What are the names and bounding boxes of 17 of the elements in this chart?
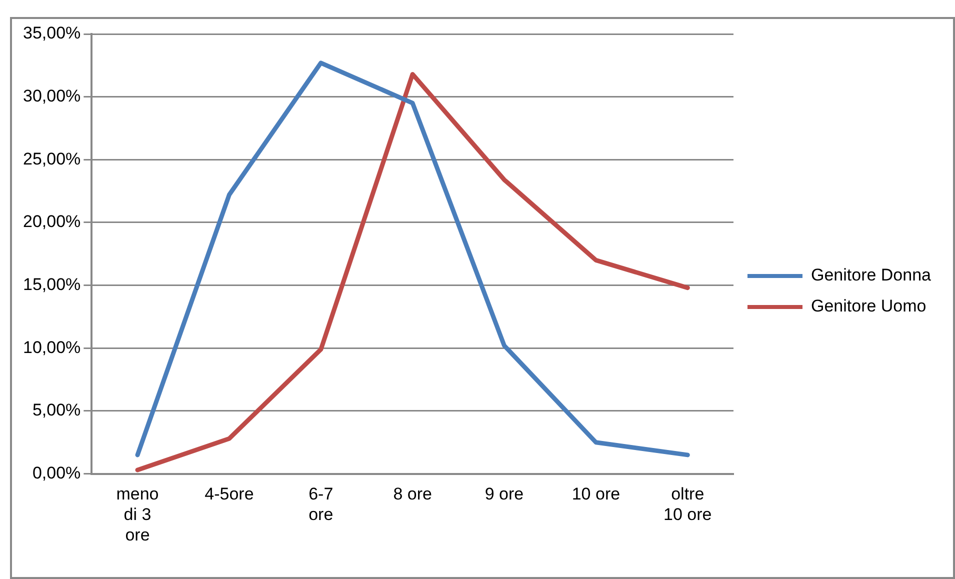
y-tick-label: 15,00% [22, 275, 81, 294]
legend-label: Genitore Donna [810, 266, 932, 285]
x-tick-label: 6-7 ore [308, 484, 334, 524]
x-tick-label: 9 ore [484, 484, 524, 504]
x-tick-label: 4-5ore [204, 484, 254, 504]
y-tick-label: 35,00% [22, 24, 81, 43]
legend-label: Genitore Uomo [810, 296, 926, 316]
x-tick-label: meno di 3 ore [116, 484, 159, 544]
y-tick-label: 0,00% [32, 463, 81, 482]
y-tick-label: 30,00% [22, 86, 81, 106]
y-tick-label: 5,00% [32, 400, 81, 420]
x-tick-label: oltre 10 ore [664, 484, 712, 524]
y-tick-label: 25,00% [22, 149, 81, 168]
x-tick-label: 10 ore [572, 484, 620, 504]
y-tick-label: 10,00% [22, 338, 81, 357]
y-tick-label: 20,00% [22, 212, 81, 232]
x-tick-label: 8 ore [393, 484, 432, 504]
